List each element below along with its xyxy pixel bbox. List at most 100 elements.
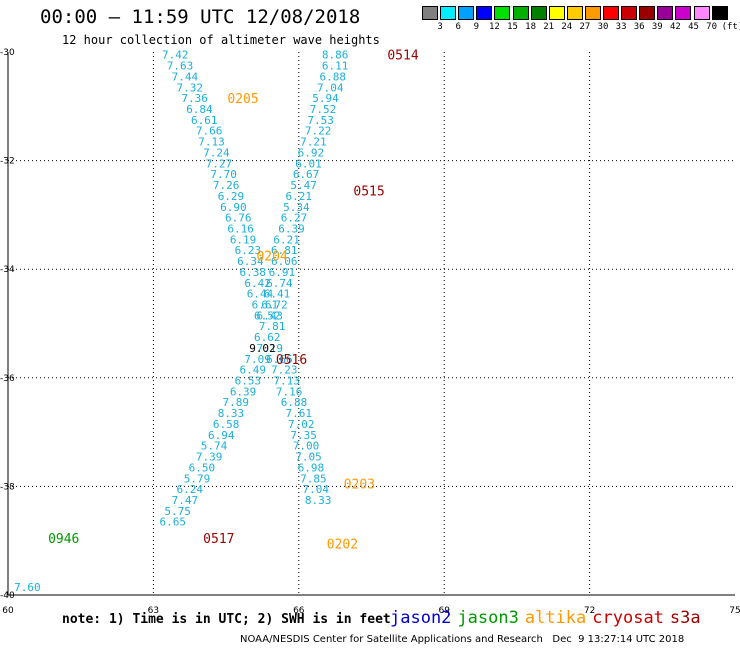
colorbar-swatch bbox=[440, 6, 457, 20]
x-tick-label: 60 bbox=[2, 606, 14, 616]
wave-height-value: 7.22 bbox=[305, 125, 332, 138]
colorbar-label: 42 bbox=[669, 22, 681, 32]
wave-height-value: 6.50 bbox=[189, 461, 216, 474]
colorbar-label: 39 bbox=[651, 22, 663, 32]
wave-height-value: 6.58 bbox=[213, 418, 240, 431]
x-tick-label: 63 bbox=[148, 606, 159, 616]
chart-title: 00:00 – 11:59 UTC 12/08/2018 bbox=[40, 6, 361, 28]
wave-height-value: 6.53 bbox=[235, 375, 262, 388]
wave-height-value: 7.21 bbox=[300, 136, 327, 149]
colorbar-label: 3 bbox=[437, 22, 443, 32]
colorbar-swatch bbox=[675, 6, 692, 20]
wave-height-value: 7.09 bbox=[244, 353, 271, 366]
wave-height-value: 6.43 bbox=[256, 309, 283, 322]
wave-height-value: 6.52 bbox=[254, 309, 281, 322]
colorbar-swatch bbox=[530, 6, 547, 20]
wave-height-value: 7.66 bbox=[196, 125, 223, 138]
wave-height-value: 6.01 bbox=[295, 157, 322, 170]
wave-height-value: 5.34 bbox=[283, 201, 310, 214]
wave-height-value: 6.38 bbox=[240, 266, 267, 279]
wave-height-value: 6.61 bbox=[191, 114, 218, 127]
colorbar-swatch bbox=[512, 6, 529, 20]
colorbar-swatch bbox=[639, 6, 656, 20]
pass-time-label: 0516 bbox=[276, 353, 307, 368]
wave-height-value: 6.34 bbox=[237, 255, 264, 268]
wave-height-value: 6.06 bbox=[271, 255, 298, 268]
colorbar-label: 33 bbox=[615, 22, 627, 32]
wave-height-value: 6.23 bbox=[235, 244, 262, 257]
pass-time-label: 0202 bbox=[327, 537, 358, 552]
wave-height-value: 6.74 bbox=[266, 277, 293, 290]
legend-entry-jason2: jason2 bbox=[390, 608, 452, 628]
legend-entry-cryosat: cryosat bbox=[592, 608, 664, 628]
wave-height-value: 8.33 bbox=[305, 494, 332, 507]
wave-height-values: 7.427.637.447.327.366.846.617.667.137.24… bbox=[14, 49, 348, 594]
wave-height-value: 6.90 bbox=[220, 201, 247, 214]
colorbar-label: 27 bbox=[579, 22, 591, 32]
pass-time-label: 0203 bbox=[344, 478, 375, 493]
wave-height-value: 7.47 bbox=[172, 494, 199, 507]
wave-height-value: 6.94 bbox=[208, 429, 235, 442]
wave-height-value: 6.72 bbox=[261, 298, 288, 311]
colorbar-swatch bbox=[548, 6, 565, 20]
colorbar-swatch bbox=[584, 6, 601, 20]
wave-height-value: 7.85 bbox=[300, 472, 327, 485]
wave-height-value: 7.81 bbox=[259, 320, 286, 333]
pass-time-label: 0204 bbox=[256, 250, 287, 265]
wave-height-value: 6.29 bbox=[218, 190, 245, 203]
colorbar-label: 18 bbox=[525, 22, 537, 32]
wave-height-value: 5.75 bbox=[164, 505, 191, 518]
wave-height-value: 7.00 bbox=[293, 440, 320, 453]
wave-height-value: 6.84 bbox=[186, 103, 213, 116]
wave-height-value: 6.98 bbox=[298, 461, 325, 474]
wave-height-value: 7.04 bbox=[317, 81, 344, 94]
footnote: note: 1) Time is in UTC; 2) SWH is in fe… bbox=[62, 612, 391, 627]
credit-line: NOAA/NESDIS Center for Satellite Applica… bbox=[240, 634, 685, 645]
colorbar-label: 12 bbox=[488, 22, 500, 32]
wave-height-value: 7.26 bbox=[213, 179, 240, 192]
colorbar-swatch bbox=[422, 6, 438, 20]
pass-time-label: 0517 bbox=[203, 532, 234, 547]
wave-height-value: 7.36 bbox=[181, 92, 208, 105]
wave-height-value: 6.81 bbox=[271, 244, 298, 257]
wave-height-value: 6.39 bbox=[278, 222, 305, 235]
wave-height-value: 7.16 bbox=[276, 385, 303, 398]
wave-height-value: 7.35 bbox=[290, 429, 317, 442]
wave-height-value: 7.63 bbox=[167, 60, 194, 73]
pass-time-labels: 0514 0205 0515 0204 0516 0203 0946 0517 0202 bbox=[48, 49, 419, 553]
colorbar-label: 6 bbox=[455, 22, 461, 32]
satellite-legend: jason2 jason3 altika cryosat s3a bbox=[390, 608, 707, 628]
y-tick-label: -34 bbox=[0, 265, 15, 275]
wave-height-value: 7.52 bbox=[310, 103, 337, 116]
colorbar-label: 9 bbox=[473, 22, 479, 32]
pass-time-label: 0946 bbox=[48, 532, 79, 547]
wave-height-value: 6.27 bbox=[281, 212, 308, 225]
wave-height-value: 6.42 bbox=[244, 277, 271, 290]
colorbar-label: 30 bbox=[597, 22, 609, 32]
wave-height-value: 6.39 bbox=[230, 385, 257, 398]
axes-layer bbox=[7, 52, 735, 596]
wave-height-value: 5.47 bbox=[290, 179, 317, 192]
y-tick-label: -32 bbox=[0, 157, 15, 167]
wave-height-value: 6.76 bbox=[225, 212, 252, 225]
wave-height-value: 7.39 bbox=[196, 451, 223, 464]
wave-height-value: 5.74 bbox=[201, 440, 228, 453]
wave-height-value: 6.92 bbox=[298, 146, 325, 159]
wave-height-value: 6.16 bbox=[227, 222, 254, 235]
wave-height-value: 7.61 bbox=[286, 407, 313, 420]
wave-height-value: 7.53 bbox=[307, 114, 334, 127]
wave-height-value: 7.70 bbox=[210, 168, 237, 181]
legend-entry-s3a: s3a bbox=[669, 608, 701, 628]
colorbar-label: 15 bbox=[507, 22, 518, 32]
y-tick-label: -30 bbox=[0, 48, 15, 58]
wave-height-value: 6.88 bbox=[319, 70, 346, 83]
x-tick-label: 69 bbox=[438, 606, 450, 616]
x-tick-label: 66 bbox=[293, 606, 305, 616]
wave-height-value: 6.41 bbox=[264, 288, 291, 301]
colorbar-label: 21 bbox=[543, 22, 555, 32]
colorbar-swatch bbox=[566, 6, 583, 20]
wave-height-value: 6.21 bbox=[273, 233, 300, 246]
wave-height-value: 6.49 bbox=[240, 364, 267, 377]
wave-height-value: 7.44 bbox=[172, 70, 199, 83]
